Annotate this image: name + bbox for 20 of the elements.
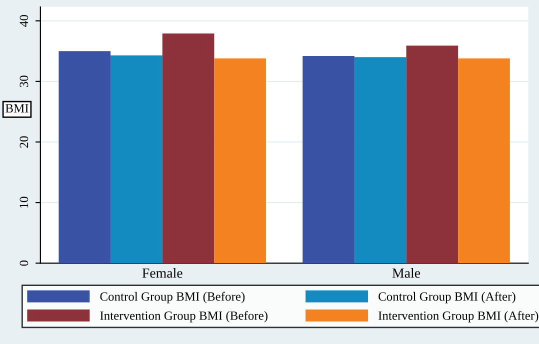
y-tick-label: 40 (20, 15, 28, 27)
bar (214, 58, 266, 264)
y-tick-label: 0 (20, 260, 28, 266)
legend-label: Intervention Group BMI (After) (378, 310, 538, 322)
x-tick-label: Male (392, 268, 420, 278)
legend-label: Intervention Group BMI (Before) (100, 310, 268, 322)
y-axis-title: BMI (6, 104, 28, 112)
y-tick-label: 20 (20, 136, 28, 148)
bar (162, 34, 214, 264)
bar (406, 46, 458, 264)
bar (302, 56, 354, 264)
y-tick-label: 10 (20, 196, 28, 208)
bar (58, 51, 111, 264)
bar (110, 55, 162, 264)
y-tick-label: 30 (20, 76, 28, 88)
x-tick-label: Female (142, 268, 182, 278)
bar (458, 58, 510, 264)
legend-label: Control Group BMI (After) (378, 292, 516, 304)
bar (354, 57, 406, 264)
legend-label: Control Group BMI (Before) (100, 292, 245, 304)
